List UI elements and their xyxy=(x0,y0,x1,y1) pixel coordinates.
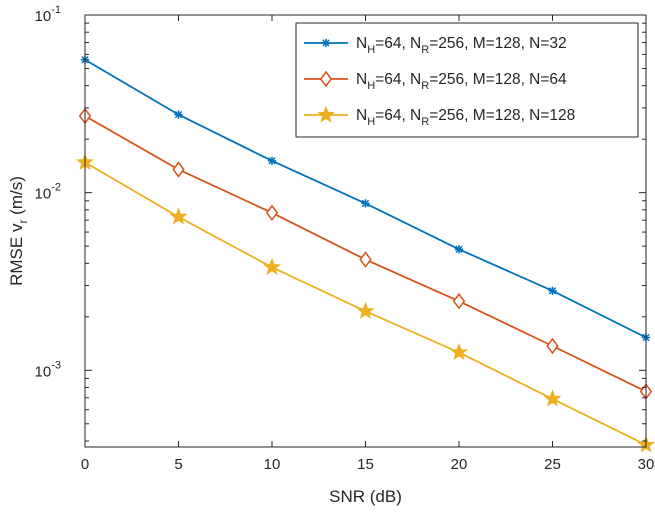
data-point xyxy=(452,292,466,310)
data-point xyxy=(454,245,464,254)
data-point xyxy=(356,301,375,319)
legend-entry: NH=64, NR=256, M=128, N=32 xyxy=(304,35,567,56)
data-point xyxy=(548,286,557,296)
x-tick-label: 5 xyxy=(174,456,182,473)
legend-box xyxy=(295,22,639,138)
legend-entry: NH=64, NR=256, M=128, N=128 xyxy=(304,105,575,128)
data-point xyxy=(172,161,185,178)
axes-layer: 0 5 10 15 20 25 30 10-1 10-2 10-3 xyxy=(35,4,655,473)
legend: NH=64, NR=256, M=128, N=32 NH=64, NR=256,… xyxy=(295,22,639,138)
data-point xyxy=(267,156,277,166)
y-tick-label: 10-3 xyxy=(35,359,61,380)
legend-label: NH=64, NR=256, M=128, N=64 xyxy=(356,71,567,92)
data-point xyxy=(546,337,559,355)
y-axis-title: RMSE vr (m/s) xyxy=(7,176,30,286)
legend-marker xyxy=(321,38,331,48)
x-tick-label: 30 xyxy=(638,456,655,473)
legend-label: NH=64, NR=256, M=128, N=128 xyxy=(356,107,575,128)
y-tick-label: 10-2 xyxy=(35,182,61,203)
x-tick-label: 20 xyxy=(451,456,468,473)
data-point xyxy=(263,257,281,275)
x-tick-label: 15 xyxy=(357,456,374,473)
legend-label: NH=64, NR=256, M=128, N=32 xyxy=(356,35,567,56)
legend-entry: NH=64, NR=256, M=128, N=64 xyxy=(304,70,567,92)
y-tick-label: 10-1 xyxy=(35,4,61,25)
data-point xyxy=(174,110,183,119)
data-point xyxy=(359,251,372,268)
x-tick-label: 25 xyxy=(544,456,561,473)
data-point xyxy=(265,204,279,222)
legend-marker xyxy=(317,105,335,123)
data-point xyxy=(361,199,370,208)
x-axis-title: SNR (dB) xyxy=(329,487,402,506)
legend-marker xyxy=(319,70,333,88)
x-tick-label: 0 xyxy=(81,456,89,473)
data-point xyxy=(169,207,188,225)
data-point xyxy=(450,343,468,361)
x-tick-label: 10 xyxy=(264,456,281,473)
data-point xyxy=(543,389,562,407)
